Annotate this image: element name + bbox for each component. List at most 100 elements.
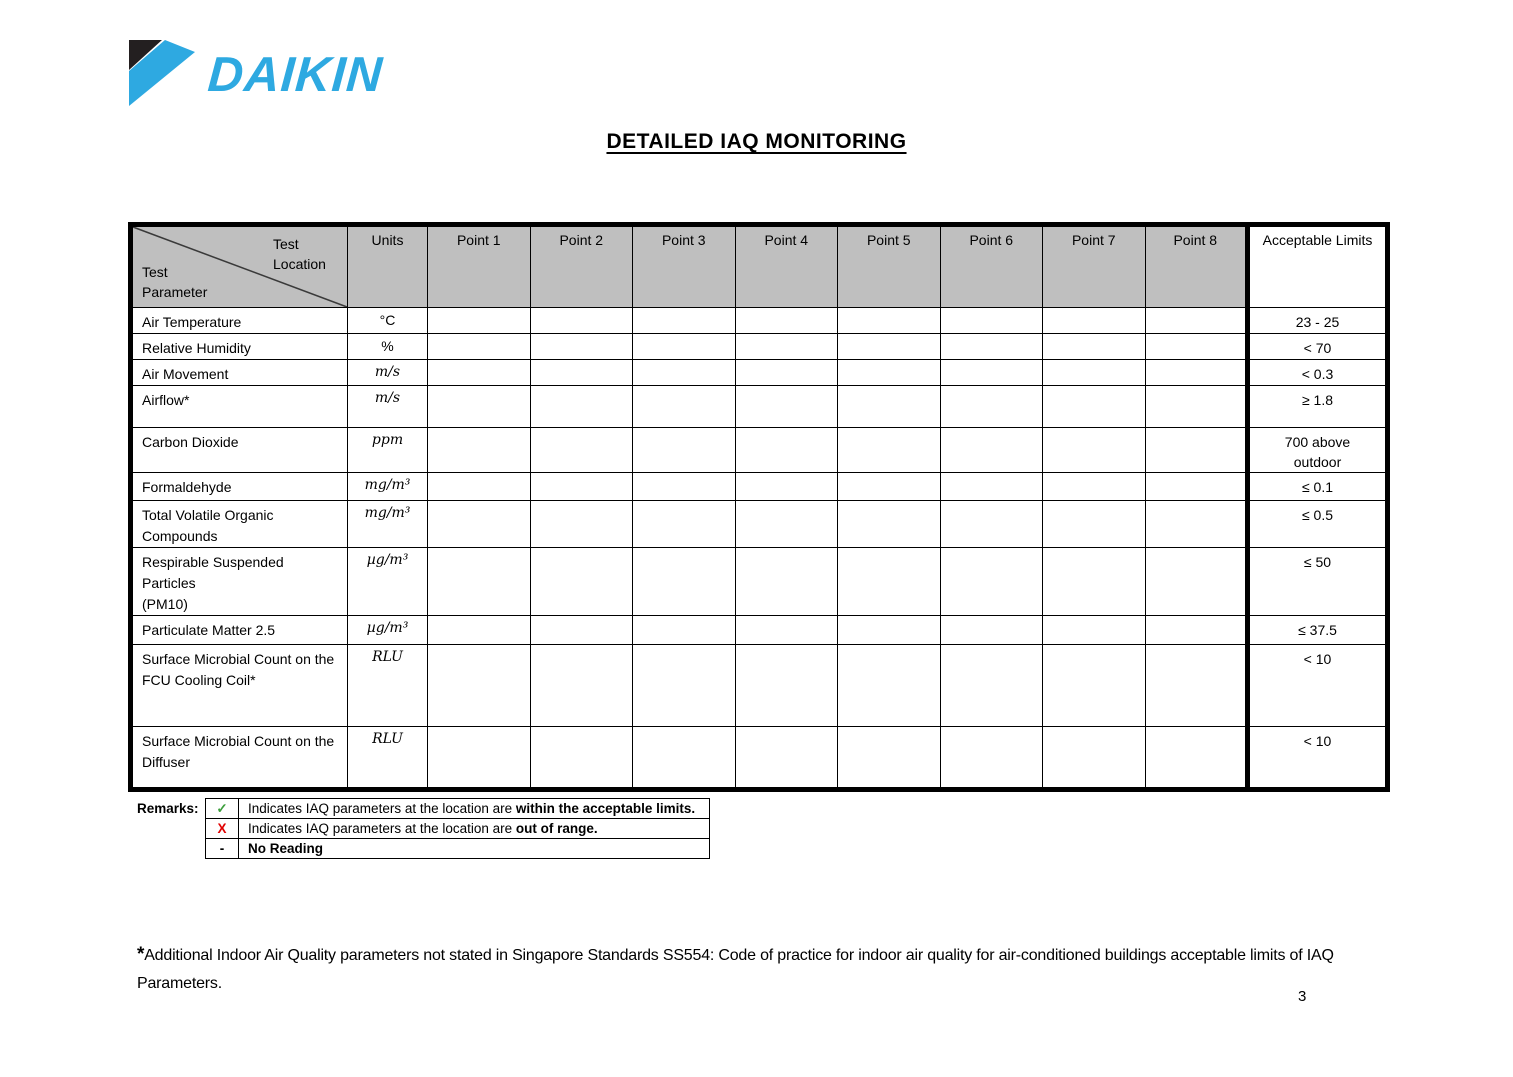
point-7-reading-cell [1042, 547, 1146, 616]
col-header-point-3: Point 3 [632, 224, 736, 308]
table-row: Total Volatile Organic Compounds mg/m³ ≤… [130, 500, 1388, 548]
remarks-legend-body: ✓ Indicates IAQ parameters at the locati… [205, 798, 710, 859]
daikin-logo-mark [129, 40, 195, 106]
legend-bold-text: out of range. [515, 821, 598, 836]
units-cell: µg/m³ [347, 547, 428, 616]
units-cell: m/s [347, 385, 428, 428]
point-4-reading-cell [734, 500, 838, 548]
dash-mark: - [219, 841, 225, 856]
point-1-reading-cell [427, 547, 531, 616]
point-5-reading-cell [837, 333, 941, 360]
point-3-reading-cell [632, 547, 736, 616]
point-6-reading-cell [939, 427, 1043, 473]
point-6-reading-cell [939, 472, 1043, 501]
point-7-reading-cell [1042, 333, 1146, 360]
test-parameter-cell: Airflow* [130, 385, 348, 428]
point-1-reading-cell [427, 385, 531, 428]
point-2-reading-cell [529, 726, 633, 790]
point-4-reading-cell [734, 333, 838, 360]
legend-text-cell: Indicates IAQ parameters at the location… [238, 818, 710, 839]
point-1-reading-cell [427, 500, 531, 548]
point-7-reading-cell [1042, 644, 1146, 727]
point-1-reading-cell [427, 307, 531, 334]
x-mark: X [217, 821, 227, 836]
point-8-reading-cell [1144, 472, 1248, 501]
point-2-reading-cell [529, 359, 633, 386]
col-header-point-4: Point 4 [734, 224, 838, 308]
page-title-text: DETAILED IAQ MONITORING [606, 130, 907, 153]
point-5-reading-cell [837, 500, 941, 548]
point-2-reading-cell [529, 307, 633, 334]
legend-bold-text: within the acceptable limits. [515, 801, 696, 816]
point-5-reading-cell [837, 644, 941, 727]
point-3-reading-cell [632, 359, 736, 386]
point-5-reading-cell [837, 615, 941, 645]
footnote-text: Additional Indoor Air Quality parameters… [137, 947, 1334, 992]
point-5-reading-cell [837, 307, 941, 334]
page-title: DETAILED IAQ MONITORING [0, 130, 1513, 154]
acceptable-limit-cell: ≤ 0.1 [1245, 472, 1388, 501]
point-5-reading-cell [837, 547, 941, 616]
point-1-reading-cell [427, 472, 531, 501]
col-header-point-7: Point 7 [1042, 224, 1146, 308]
acceptable-limit-cell: ≤ 50 [1245, 547, 1388, 616]
point-3-reading-cell [632, 333, 736, 360]
acceptable-limit-cell: 700 above outdoor [1245, 427, 1388, 473]
point-6-reading-cell [939, 726, 1043, 790]
acceptable-limit-cell: < 0.3 [1245, 359, 1388, 386]
acceptable-limit-cell: 23 - 25 [1245, 307, 1388, 334]
table-row: Airflow* m/s ≥ 1.8 [130, 385, 1388, 428]
units-cell: RLU [347, 644, 428, 727]
point-8-reading-cell [1144, 644, 1248, 727]
legend-text-cell: Indicates IAQ parameters at the location… [238, 798, 710, 819]
point-3-reading-cell [632, 385, 736, 428]
point-7-reading-cell [1042, 726, 1146, 790]
table-row: Carbon Dioxide ppm 700 above outdoor [130, 427, 1388, 473]
units-cell: µg/m³ [347, 615, 428, 645]
corner-label-test-location: Test Location [273, 234, 326, 274]
table-row: Air Temperature °C 23 - 25 [130, 307, 1388, 334]
point-2-reading-cell [529, 427, 633, 473]
test-parameter-cell: Air Temperature [130, 307, 348, 334]
point-2-reading-cell [529, 547, 633, 616]
acceptable-limit-cell: < 70 [1245, 333, 1388, 360]
col-header-point-2: Point 2 [529, 224, 633, 308]
iaq-table-body: Air Temperature °C 23 - 25 Relative Humi… [130, 307, 1388, 790]
point-1-reading-cell [427, 644, 531, 727]
diagonal-divider-line [133, 227, 347, 307]
point-4-reading-cell [734, 427, 838, 473]
point-8-reading-cell [1144, 500, 1248, 548]
acceptable-limit-cell: ≤ 37.5 [1245, 615, 1388, 645]
iaq-monitoring-table: Test Location Test Parameter Units Point… [128, 222, 1390, 792]
units-cell: ppm [347, 427, 428, 473]
units-cell: mg/m³ [347, 500, 428, 548]
point-8-reading-cell [1144, 547, 1248, 616]
point-4-reading-cell [734, 359, 838, 386]
units-cell: % [347, 333, 428, 360]
acceptable-limit-cell: < 10 [1245, 726, 1388, 790]
point-3-reading-cell [632, 615, 736, 645]
iaq-table-wrapper: Test Location Test Parameter Units Point… [128, 222, 1390, 792]
footnote: *Additional Indoor Air Quality parameter… [137, 941, 1399, 998]
col-header-point-1: Point 1 [427, 224, 531, 308]
point-6-reading-cell [939, 333, 1043, 360]
point-8-reading-cell [1144, 307, 1248, 334]
point-5-reading-cell [837, 427, 941, 473]
col-header-point-6: Point 6 [939, 224, 1043, 308]
test-parameter-cell: Relative Humidity [130, 333, 348, 360]
table-row: Surface Microbial Count on the Diffuser … [130, 726, 1388, 790]
point-8-reading-cell [1144, 427, 1248, 473]
point-5-reading-cell [837, 726, 941, 790]
daikin-logo-text: DAIKIN [206, 47, 385, 102]
table-row: Particulate Matter 2.5 µg/m³ ≤ 37.5 [130, 615, 1388, 645]
point-5-reading-cell [837, 359, 941, 386]
test-parameter-cell: Particulate Matter 2.5 [130, 615, 348, 645]
header-row: Test Location Test Parameter Units Point… [130, 224, 1388, 308]
point-7-reading-cell [1042, 307, 1146, 334]
legend-row: ✓ Indicates IAQ parameters at the locati… [205, 798, 710, 819]
point-6-reading-cell [939, 547, 1043, 616]
col-header-acceptable-limits: Acceptable Limits [1245, 224, 1388, 308]
legend-text: Indicates IAQ parameters at the location… [248, 801, 516, 816]
point-8-reading-cell [1144, 333, 1248, 360]
point-4-reading-cell [734, 644, 838, 727]
